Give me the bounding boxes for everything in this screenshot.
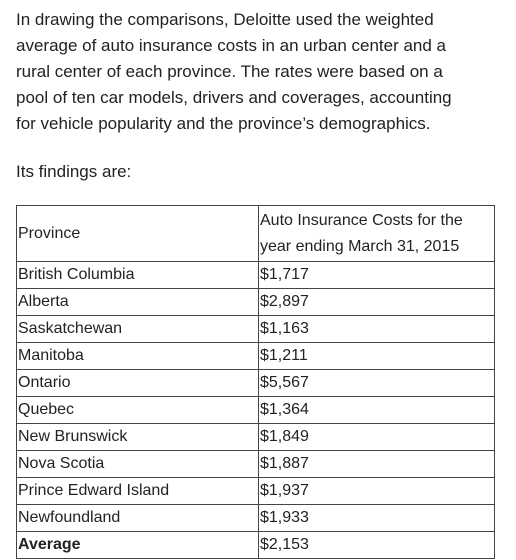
cost-cell: $1,937 [258, 477, 495, 505]
table-row: British Columbia $1,717 [16, 261, 495, 289]
intro-line: average of auto insurance costs in an ur… [16, 36, 447, 55]
table-row: Saskatchewan $1,163 [16, 315, 495, 343]
cost-cell: $2,897 [258, 288, 495, 316]
province-cell: Prince Edward Island [16, 477, 259, 505]
cost-cell: $2,153 [258, 531, 495, 559]
header-row: Province Auto Insurance Costs for the yea… [16, 205, 495, 262]
cost-cell: $1,849 [258, 423, 495, 451]
table-row: Nova Scotia $1,887 [16, 450, 495, 478]
province-cell: Saskatchewan [16, 315, 259, 343]
table-row: Average $2,153 [16, 531, 495, 559]
intro-line: for vehicle popularity and the province’… [16, 114, 431, 133]
intro-line: In drawing the comparisons, Deloitte use… [16, 10, 434, 29]
cost-cell: $1,211 [258, 342, 495, 370]
table-row: Prince Edward Island $1,937 [16, 477, 495, 505]
province-cell: Nova Scotia [16, 450, 259, 478]
province-cell: Ontario [16, 369, 259, 397]
cost-cell: $1,364 [258, 396, 495, 424]
table-row: Alberta $2,897 [16, 288, 495, 316]
province-cell: Average [16, 531, 259, 559]
cost-cell: $5,567 [258, 369, 495, 397]
province-cell: Newfoundland [16, 504, 259, 532]
table-row: New Brunswick $1,849 [16, 423, 495, 451]
cost-cell: $1,887 [258, 450, 495, 478]
header-cell: Province [16, 205, 259, 262]
cost-cell: $1,717 [258, 261, 495, 289]
cost-cell: $1,933 [258, 504, 495, 532]
province-cell: New Brunswick [16, 423, 259, 451]
table-row: Newfoundland $1,933 [16, 504, 495, 532]
intro-line: pool of ten car models, drivers and cove… [16, 88, 452, 107]
table-row: Quebec $1,364 [16, 396, 495, 424]
province-cell: Quebec [16, 396, 259, 424]
costs-table: Province Auto Insurance Costs for the yea… [16, 205, 495, 559]
province-cell: Manitoba [16, 342, 259, 370]
table-row: Manitoba $1,211 [16, 342, 495, 370]
findings-label: Its findings are: [16, 162, 132, 181]
intro-line: rural center of each province. The rates… [16, 62, 443, 81]
header-cell: Auto Insurance Costs for the year ending… [258, 205, 495, 262]
province-cell: British Columbia [16, 261, 259, 289]
province-cell: Alberta [16, 288, 259, 316]
table-row: Ontario $5,567 [16, 369, 495, 397]
cost-cell: $1,163 [258, 315, 495, 343]
intro-paragraph: In drawing the comparisons, Deloitte use… [16, 7, 452, 137]
